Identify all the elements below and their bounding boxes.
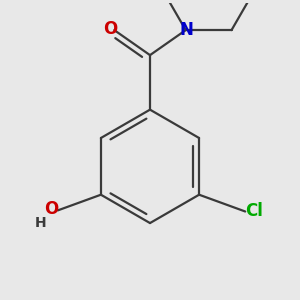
Text: O: O xyxy=(103,20,117,38)
Text: Cl: Cl xyxy=(245,202,263,220)
Text: N: N xyxy=(180,21,194,39)
Text: O: O xyxy=(44,200,58,218)
Text: H: H xyxy=(34,217,46,230)
